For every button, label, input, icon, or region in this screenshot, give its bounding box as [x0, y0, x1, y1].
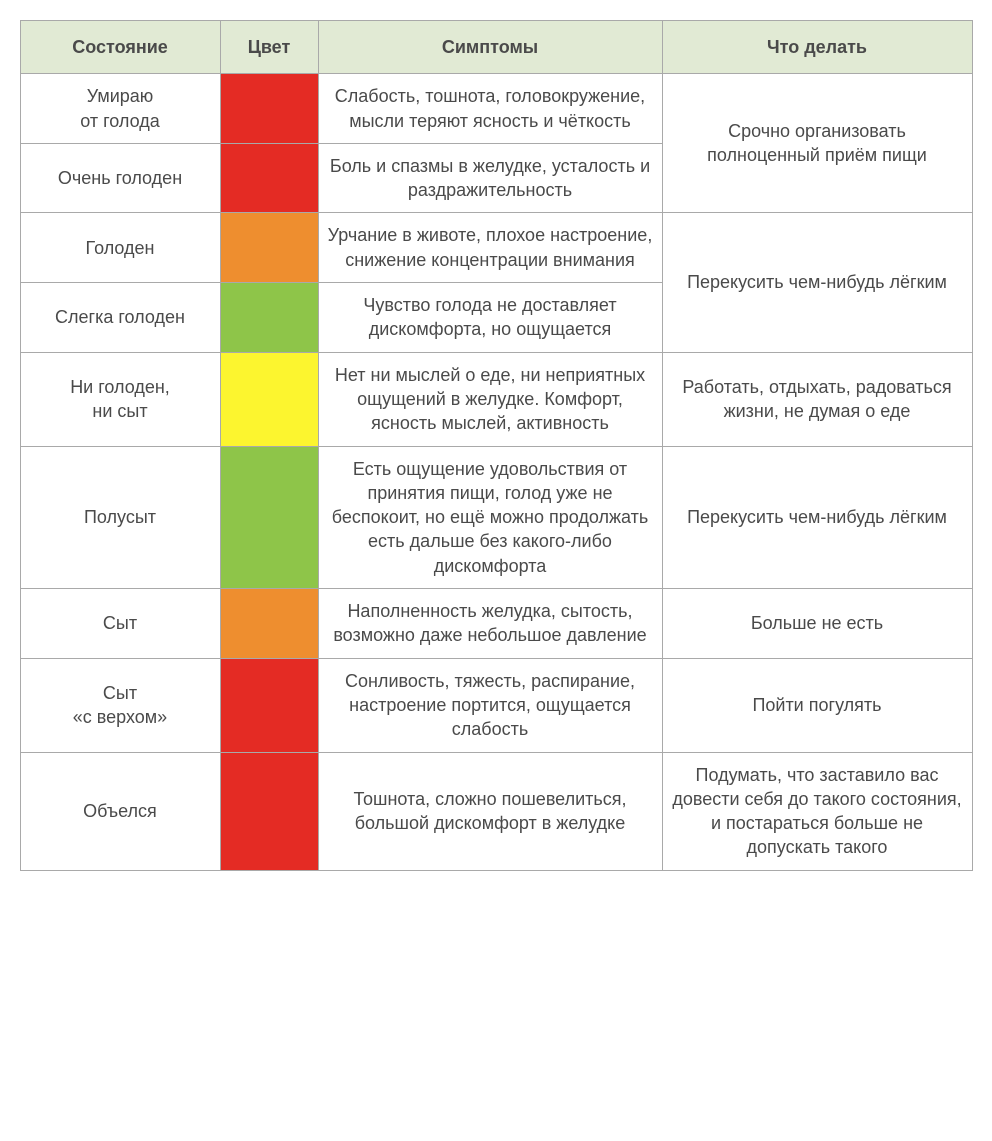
table-row: Объелся Тошнота, сложно пошевелиться, бол… [20, 752, 972, 870]
cell-symptoms: Нет ни мыслей о еде, ни неприятных ощуще… [318, 352, 662, 446]
table-row: Голоден Урчание в животе, плохое настроен… [20, 213, 972, 283]
cell-symptoms: Есть ощущение удовольствия от принятия п… [318, 446, 662, 588]
table-header-row: Состояние Цвет Симптомы Что делать [20, 21, 972, 74]
cell-color-swatch [220, 213, 318, 283]
cell-color-swatch [220, 446, 318, 588]
cell-color-swatch [220, 752, 318, 870]
cell-action: Пойти погулять [662, 658, 972, 752]
cell-symptoms: Наполненность желудка, сытость, возможно… [318, 589, 662, 659]
cell-action: Работать, отдыхать, радоваться жизни, не… [662, 352, 972, 446]
table-row: Ни голоден,ни сыт Нет ни мыслей о еде, ни… [20, 352, 972, 446]
cell-state: Объелся [20, 752, 220, 870]
col-header-symptoms: Симптомы [318, 21, 662, 74]
cell-color-swatch [220, 352, 318, 446]
col-header-color: Цвет [220, 21, 318, 74]
table-row: Умираюот голода Слабость, тошнота, голово… [20, 74, 972, 144]
col-header-state: Состояние [20, 21, 220, 74]
cell-state: Ни голоден,ни сыт [20, 352, 220, 446]
cell-state: Слегка голоден [20, 283, 220, 353]
cell-action: Перекусить чем-нибудь лёгким [662, 446, 972, 588]
cell-symptoms: Тошнота, сложно пошевелиться, большой ди… [318, 752, 662, 870]
table-row: Сыт«с верхом» Сонливость, тяжесть, распир… [20, 658, 972, 752]
cell-action: Перекусить чем-нибудь лёгким [662, 213, 972, 352]
cell-symptoms: Урчание в животе, плохое настроение, сни… [318, 213, 662, 283]
cell-state: Умираюот голода [20, 74, 220, 144]
cell-state: Очень голоден [20, 143, 220, 213]
cell-symptoms: Сонливость, тяжесть, распирание, настрое… [318, 658, 662, 752]
cell-color-swatch [220, 143, 318, 213]
cell-state: Полусыт [20, 446, 220, 588]
cell-action: Больше не есть [662, 589, 972, 659]
cell-state: Сыт [20, 589, 220, 659]
cell-symptoms: Слабость, тошнота, головокружение, мысли… [318, 74, 662, 144]
table-row: Сыт Наполненность желудка, сытость, возмо… [20, 589, 972, 659]
cell-action: Срочно организовать полноценный приём пи… [662, 74, 972, 213]
cell-color-swatch [220, 589, 318, 659]
hunger-scale-table: Состояние Цвет Симптомы Что делать Умира… [20, 20, 973, 871]
cell-state: Сыт«с верхом» [20, 658, 220, 752]
cell-symptoms: Боль и спазмы в желудке, усталость и раз… [318, 143, 662, 213]
cell-color-swatch [220, 74, 318, 144]
cell-action: Подумать, что заставило вас довести себя… [662, 752, 972, 870]
table-row: Полусыт Есть ощущение удовольствия от при… [20, 446, 972, 588]
cell-color-swatch [220, 658, 318, 752]
cell-color-swatch [220, 283, 318, 353]
cell-symptoms: Чувство голода не доставляет дискомфорта… [318, 283, 662, 353]
cell-state: Голоден [20, 213, 220, 283]
col-header-action: Что делать [662, 21, 972, 74]
